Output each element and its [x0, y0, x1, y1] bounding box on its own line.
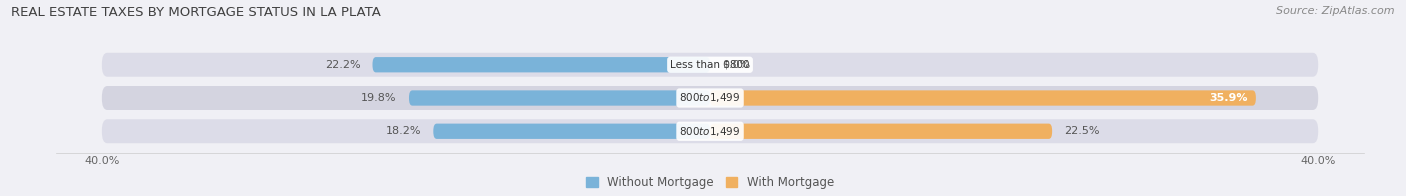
Legend: Without Mortgage, With Mortgage: Without Mortgage, With Mortgage [586, 176, 834, 189]
Text: 22.2%: 22.2% [325, 60, 360, 70]
Text: Source: ZipAtlas.com: Source: ZipAtlas.com [1277, 6, 1395, 16]
FancyBboxPatch shape [710, 90, 1256, 106]
FancyBboxPatch shape [373, 57, 710, 72]
Text: 18.2%: 18.2% [385, 126, 422, 136]
Text: $800 to $1,499: $800 to $1,499 [679, 92, 741, 104]
Text: Less than $800: Less than $800 [671, 60, 749, 70]
FancyBboxPatch shape [409, 90, 710, 106]
FancyBboxPatch shape [710, 124, 1052, 139]
Text: REAL ESTATE TAXES BY MORTGAGE STATUS IN LA PLATA: REAL ESTATE TAXES BY MORTGAGE STATUS IN … [11, 6, 381, 19]
FancyBboxPatch shape [433, 124, 710, 139]
FancyBboxPatch shape [101, 86, 1319, 110]
Text: 0.0%: 0.0% [723, 60, 751, 70]
Text: 19.8%: 19.8% [361, 93, 396, 103]
Text: 22.5%: 22.5% [1064, 126, 1099, 136]
FancyBboxPatch shape [101, 119, 1319, 143]
Text: $800 to $1,499: $800 to $1,499 [679, 125, 741, 138]
FancyBboxPatch shape [101, 53, 1319, 77]
Text: 35.9%: 35.9% [1209, 93, 1249, 103]
